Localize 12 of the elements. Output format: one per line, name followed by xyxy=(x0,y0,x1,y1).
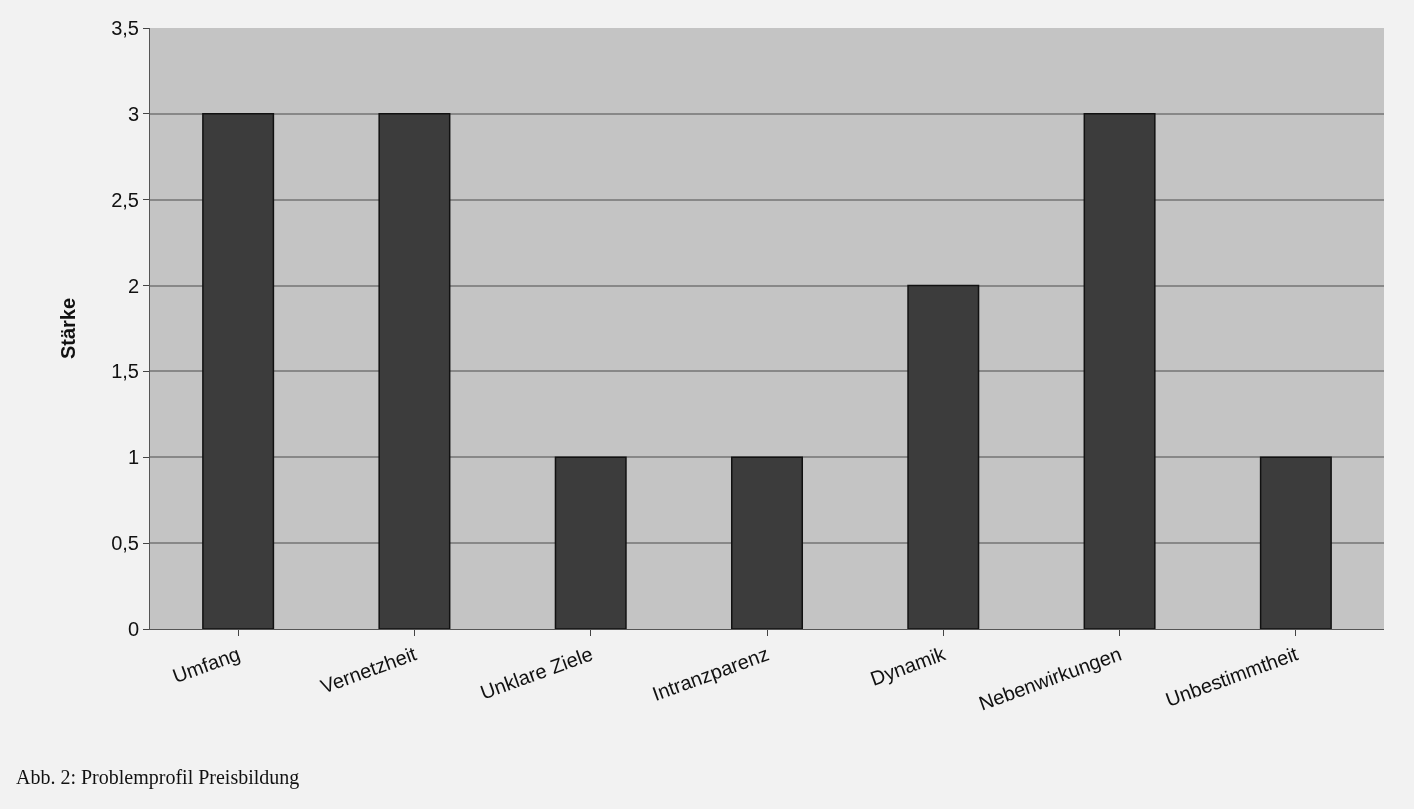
y-tick-label: 2 xyxy=(127,274,139,297)
y-tick-label: 3,5 xyxy=(111,17,139,39)
y-tick-label: 1,5 xyxy=(111,360,139,383)
y-tick-label: 0,5 xyxy=(111,532,139,555)
y-axis-title: Stärke xyxy=(56,297,79,360)
y-tick-label: 3 xyxy=(127,102,139,125)
y-tick-label: 0 xyxy=(127,618,139,640)
caption: Abb. 2: Problemprofil Preisbildung xyxy=(16,766,300,789)
y-tick-label: 1 xyxy=(127,446,139,469)
x-tick-label: Unklare Ziele xyxy=(477,642,596,704)
x-tick-label: Umfang xyxy=(169,642,243,688)
y-tick-label: 2,5 xyxy=(111,188,139,211)
